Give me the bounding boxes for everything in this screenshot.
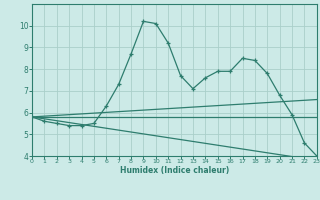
X-axis label: Humidex (Indice chaleur): Humidex (Indice chaleur) [120,166,229,175]
